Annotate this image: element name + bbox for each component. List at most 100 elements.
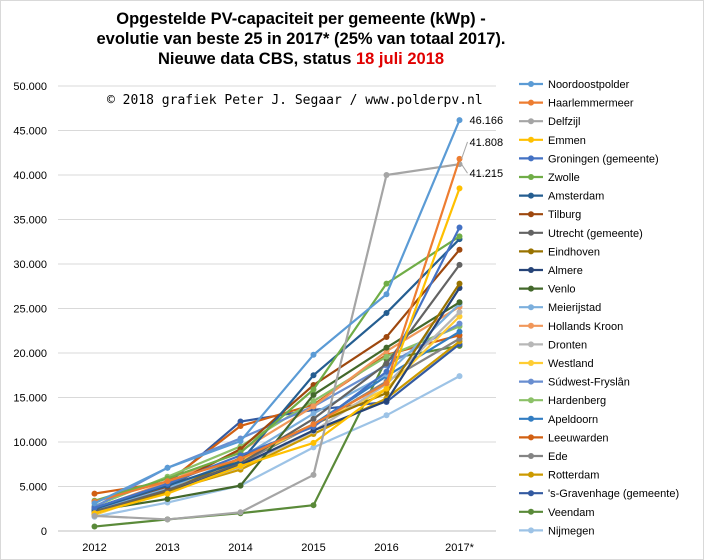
data-point	[383, 412, 390, 419]
series-line	[94, 303, 461, 513]
legend-label: Emmen	[548, 135, 586, 147]
data-point	[237, 455, 244, 462]
series-line	[94, 158, 461, 503]
legend-label: Amsterdam	[548, 191, 604, 203]
legend-marker	[528, 527, 534, 534]
data-point	[237, 463, 244, 470]
legend-marker	[528, 341, 534, 348]
legend-label: Dronten	[548, 339, 587, 351]
data-point	[456, 224, 463, 231]
data-point	[164, 516, 171, 523]
legend-label: Haarlemmermeer	[548, 98, 634, 110]
x-axis: 2012 2013 2014 2015 2016 2017*	[82, 542, 474, 554]
data-point	[91, 512, 98, 519]
data-point	[91, 523, 98, 530]
legend-label: Almere	[548, 265, 583, 277]
data-point	[456, 233, 463, 240]
annotation-label: 41.215	[470, 168, 504, 180]
data-point	[310, 439, 317, 446]
data-point	[383, 398, 390, 405]
legend-marker	[528, 267, 534, 273]
legend-label: Súdwest-Fryslân	[548, 377, 630, 389]
data-point	[237, 438, 244, 445]
data-point	[383, 172, 390, 178]
legend-marker	[528, 248, 534, 255]
annotation-leader	[461, 141, 468, 160]
series-line	[94, 375, 461, 518]
legend-marker	[528, 397, 534, 404]
legend-marker	[528, 136, 534, 143]
y-tick-label: 45.000	[13, 126, 47, 138]
legend-label: Westland	[548, 358, 594, 370]
legend-label: Utrecht (gemeente)	[548, 228, 643, 240]
data-point	[237, 482, 244, 489]
legend-label: Meierijstad	[548, 302, 601, 314]
y-tick-label: 10.000	[13, 437, 47, 449]
data-point	[383, 380, 390, 387]
legend-label: Zwolle	[548, 172, 580, 184]
series-line	[94, 238, 461, 510]
title-line-3-prefix: Nieuwe data CBS, status	[157, 50, 352, 68]
data-point	[456, 261, 463, 268]
series-lines	[91, 117, 463, 530]
title-line-2: evolutie van beste 25 in 2017* (25% van …	[96, 30, 506, 48]
series-line	[94, 334, 460, 495]
data-point	[456, 117, 463, 124]
annotation-label: 46.166	[470, 115, 504, 127]
series-line	[94, 119, 461, 505]
data-point	[164, 478, 171, 485]
legend-marker	[528, 174, 534, 180]
y-tick-label: 20.000	[13, 348, 47, 360]
data-point	[310, 410, 317, 417]
legend-label: Ede	[548, 451, 568, 463]
data-point	[383, 390, 390, 397]
legend-marker	[528, 471, 534, 478]
legend-marker	[528, 490, 534, 497]
legend-marker	[528, 229, 534, 236]
legend: Noordoostpolder Haarlemmermeer Delfzijl Emm…	[519, 79, 679, 537]
y-axis: 0 5.000 10.000 15.000 20.000 25.000 30.000 35.0…	[13, 81, 47, 538]
data-point	[383, 280, 390, 287]
legend-label: 's-Gravenhage (gemeente)	[548, 488, 679, 500]
legend-marker	[528, 118, 534, 125]
data-point	[91, 504, 98, 511]
data-point	[383, 333, 390, 340]
data-point	[383, 353, 390, 360]
data-point	[237, 509, 244, 516]
data-point	[310, 372, 317, 379]
series-line	[94, 235, 461, 502]
data-point	[383, 368, 390, 375]
x-tick-label: 2017*	[445, 542, 474, 554]
x-tick-label: 2015	[301, 542, 325, 554]
data-point	[310, 386, 317, 393]
y-tick-label: 15.000	[13, 393, 47, 405]
y-tick-label: 0	[41, 526, 47, 538]
data-point	[164, 495, 171, 502]
x-tick-label: 2012	[82, 542, 106, 554]
data-point	[310, 421, 317, 428]
data-point	[91, 490, 98, 497]
y-tick-label: 25.000	[13, 304, 47, 316]
data-point	[383, 385, 390, 392]
title-status-date: 18 juli 2018	[356, 50, 445, 68]
y-tick-label: 5.000	[19, 482, 47, 494]
data-point	[237, 418, 244, 425]
legend-marker	[528, 508, 534, 515]
data-point	[310, 351, 317, 358]
legend-marker	[528, 378, 534, 385]
legend-marker	[528, 81, 534, 87]
series-line	[94, 163, 460, 521]
legend-label: Rotterdam	[548, 470, 599, 482]
annotation-label: 41.808	[470, 137, 504, 149]
data-point	[164, 464, 171, 471]
data-point	[383, 360, 390, 367]
data-point	[456, 320, 463, 327]
legend-label: Noordoostpolder	[548, 79, 630, 91]
data-point	[456, 309, 463, 316]
legend-label: Hardenberg	[548, 395, 606, 407]
title-line-1: Opgestelde PV-capaciteit per gemeente (k…	[116, 10, 486, 28]
series-line	[94, 249, 461, 509]
data-point	[456, 185, 463, 192]
data-point	[310, 502, 317, 509]
